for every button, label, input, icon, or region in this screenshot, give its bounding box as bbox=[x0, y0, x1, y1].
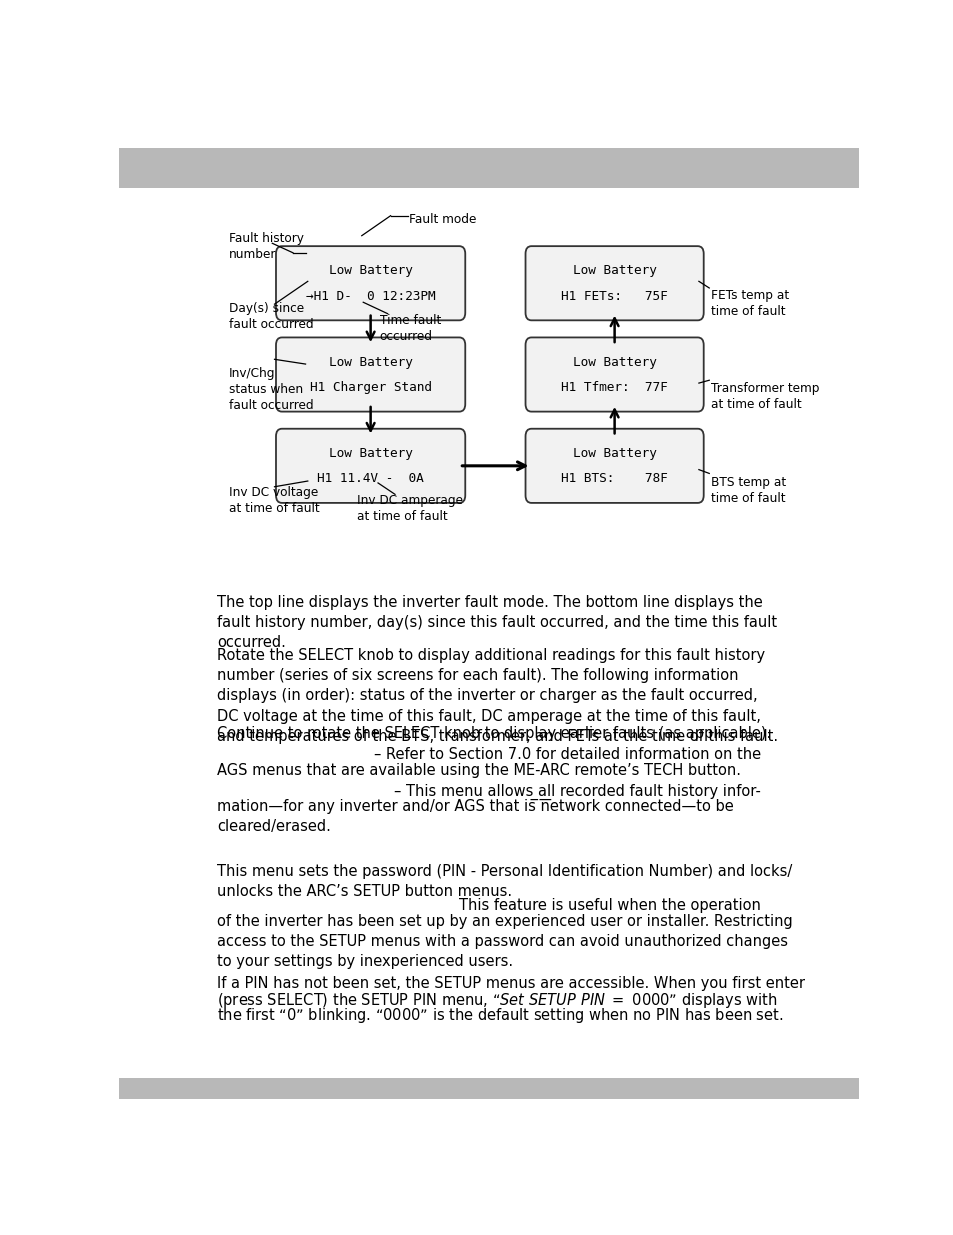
Bar bbox=[119, 1078, 858, 1099]
Text: If a PIN has not been set, the SETUP menus are accessible. When you first enter: If a PIN has not been set, the SETUP men… bbox=[216, 976, 804, 990]
FancyBboxPatch shape bbox=[275, 246, 465, 320]
Text: FETs temp at
time of fault: FETs temp at time of fault bbox=[710, 289, 788, 317]
Bar bbox=[119, 148, 858, 188]
Text: Inv DC amperage
at time of fault: Inv DC amperage at time of fault bbox=[357, 494, 463, 524]
Text: (press SELECT) the SETUP PIN menu, “$\it{Set\ SETUP\ PIN\ =\ 0000}$” displays wi: (press SELECT) the SETUP PIN menu, “$\it… bbox=[216, 990, 777, 1009]
Text: H1 BTS:    78F: H1 BTS: 78F bbox=[560, 472, 667, 485]
Text: the first “$\it{0}$” blinking. “$\it{0000}$” is the default setting when no PIN : the first “$\it{0}$” blinking. “$\it{000… bbox=[216, 1005, 782, 1025]
Text: Low Battery: Low Battery bbox=[572, 264, 656, 278]
Text: Continue to rotate the SELECT knob to display earlier faults (as applicable).: Continue to rotate the SELECT knob to di… bbox=[216, 726, 770, 741]
Text: mation—for any inverter and/or AGS that is network connected—to be
cleared/erase: mation—for any inverter and/or AGS that … bbox=[216, 799, 733, 834]
Text: Low Battery: Low Battery bbox=[329, 264, 412, 278]
Text: of the inverter has been set up by an experienced user or installer. Restricting: of the inverter has been set up by an ex… bbox=[216, 914, 792, 968]
Text: This feature is useful when the operation: This feature is useful when the operatio… bbox=[458, 899, 760, 914]
Text: Low Battery: Low Battery bbox=[329, 356, 412, 368]
Text: H1 FETs:   75F: H1 FETs: 75F bbox=[560, 290, 667, 303]
Text: Rotate the SELECT knob to display additional readings for this fault history
num: Rotate the SELECT knob to display additi… bbox=[216, 648, 777, 743]
Text: – Refer to Section 7.0 for detailed information on the: – Refer to Section 7.0 for detailed info… bbox=[374, 747, 760, 762]
FancyBboxPatch shape bbox=[275, 337, 465, 411]
Text: →H1 D-  0 12:23PM: →H1 D- 0 12:23PM bbox=[306, 290, 435, 303]
Text: Day(s) since
fault occurred: Day(s) since fault occurred bbox=[229, 303, 313, 331]
Text: H1 Tfmer:  77F: H1 Tfmer: 77F bbox=[560, 380, 667, 394]
Text: AGS menus that are available using the ME-ARC remote’s TECH button.: AGS menus that are available using the M… bbox=[216, 762, 740, 778]
Text: Inv DC voltage
at time of fault: Inv DC voltage at time of fault bbox=[229, 485, 319, 515]
Text: Low Battery: Low Battery bbox=[572, 447, 656, 459]
Text: H1 Charger Stand: H1 Charger Stand bbox=[310, 380, 431, 394]
Text: H1 11.4V -  0A: H1 11.4V - 0A bbox=[317, 472, 423, 485]
Text: BTS temp at
time of fault: BTS temp at time of fault bbox=[710, 477, 785, 505]
Text: Inv/Chg
status when
fault occurred: Inv/Chg status when fault occurred bbox=[229, 367, 313, 412]
Text: – This menu allows ̲a̲l̲l recorded fault history infor-: – This menu allows ̲a̲l̲l recorded fault… bbox=[394, 783, 760, 799]
Text: The top line displays the inverter fault mode. The bottom line displays the
faul: The top line displays the inverter fault… bbox=[216, 595, 776, 650]
Text: Time fault
occurred: Time fault occurred bbox=[379, 314, 440, 342]
Text: This menu sets the password (PIN - Personal Identification Number) and locks/
un: This menu sets the password (PIN - Perso… bbox=[216, 864, 791, 899]
FancyBboxPatch shape bbox=[525, 429, 703, 503]
FancyBboxPatch shape bbox=[275, 429, 465, 503]
Text: Transformer temp
at time of fault: Transformer temp at time of fault bbox=[710, 382, 819, 411]
FancyBboxPatch shape bbox=[525, 246, 703, 320]
Text: Fault history
number: Fault history number bbox=[229, 232, 303, 261]
FancyBboxPatch shape bbox=[525, 337, 703, 411]
Text: Fault mode: Fault mode bbox=[409, 212, 476, 226]
Text: Low Battery: Low Battery bbox=[572, 356, 656, 368]
Text: Low Battery: Low Battery bbox=[329, 447, 412, 459]
